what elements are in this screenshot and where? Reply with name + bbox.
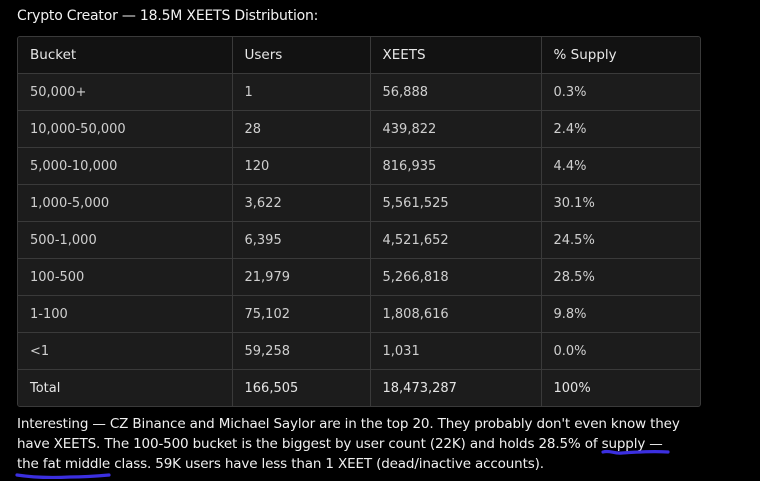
xeets-cell: 5,561,525 bbox=[370, 184, 542, 222]
xeets-cell: 1,031 bbox=[370, 332, 542, 370]
users-cell: 28 bbox=[232, 110, 371, 148]
users-cell: 1 bbox=[232, 73, 371, 111]
commentary-text-end: . 59K users have less than 1 XEET (dead/… bbox=[146, 456, 544, 472]
total-xeets-cell: 18,473,287 bbox=[370, 369, 542, 406]
table-header-row: Bucket Users XEETS % Supply bbox=[18, 37, 700, 74]
supply-cell: 4.4% bbox=[541, 147, 700, 185]
column-header-users: Users bbox=[232, 37, 371, 74]
highlighted-phrase-part1: the fat bbox=[17, 456, 61, 472]
total-supply-cell: 100% bbox=[541, 369, 700, 406]
table-row: 1,000-5,000 3,622 5,561,525 30.1% bbox=[18, 184, 700, 222]
xeets-cell: 5,266,818 bbox=[370, 258, 542, 296]
supply-cell: 28.5% bbox=[541, 258, 700, 296]
underline-stroke bbox=[15, 473, 111, 479]
distribution-table: Bucket Users XEETS % Supply 50,000+ 1 56… bbox=[17, 36, 701, 407]
xeets-cell: 439,822 bbox=[370, 110, 542, 148]
commentary-paragraph: Interesting — CZ Binance and Michael Say… bbox=[17, 414, 707, 474]
table-row: 5,000-10,000 120 816,935 4.4% bbox=[18, 147, 700, 185]
users-cell: 21,979 bbox=[232, 258, 371, 296]
total-label-cell: Total bbox=[18, 369, 233, 406]
bucket-cell: 50,000+ bbox=[18, 73, 233, 111]
bucket-cell: 5,000-10,000 bbox=[18, 147, 233, 185]
xeets-cell: 56,888 bbox=[370, 73, 542, 111]
bucket-cell: 100-500 bbox=[18, 258, 233, 296]
column-header-xeets: XEETS bbox=[370, 37, 542, 74]
commentary-text: Interesting — CZ Binance and Michael Say… bbox=[17, 416, 680, 452]
table-row: 1-100 75,102 1,808,616 9.8% bbox=[18, 295, 700, 333]
distribution-heading: Crypto Creator — 18.5M XEETS Distributio… bbox=[17, 8, 319, 24]
xeets-cell: 1,808,616 bbox=[370, 295, 542, 333]
xeets-cell: 4,521,652 bbox=[370, 221, 542, 259]
table-row: 10,000-50,000 28 439,822 2.4% bbox=[18, 110, 700, 148]
column-header-supply: % Supply bbox=[541, 37, 700, 74]
supply-cell: 9.8% bbox=[541, 295, 700, 333]
users-cell: 75,102 bbox=[232, 295, 371, 333]
table-row: 500-1,000 6,395 4,521,652 24.5% bbox=[18, 221, 700, 259]
users-cell: 3,622 bbox=[232, 184, 371, 222]
users-cell: 59,258 bbox=[232, 332, 371, 370]
bucket-cell: 1-100 bbox=[18, 295, 233, 333]
table-total-row: Total 166,505 18,473,287 100% bbox=[18, 369, 700, 406]
supply-cell: 24.5% bbox=[541, 221, 700, 259]
supply-cell: 30.1% bbox=[541, 184, 700, 222]
bucket-cell: 500-1,000 bbox=[18, 221, 233, 259]
xeets-cell: 816,935 bbox=[370, 147, 542, 185]
supply-cell: 0.0% bbox=[541, 332, 700, 370]
table-row: 100-500 21,979 5,266,818 28.5% bbox=[18, 258, 700, 296]
total-users-cell: 166,505 bbox=[232, 369, 371, 406]
users-cell: 6,395 bbox=[232, 221, 371, 259]
supply-cell: 0.3% bbox=[541, 73, 700, 111]
bucket-cell: 1,000-5,000 bbox=[18, 184, 233, 222]
bucket-cell: 10,000-50,000 bbox=[18, 110, 233, 148]
table-row: 50,000+ 1 56,888 0.3% bbox=[18, 73, 700, 111]
bucket-cell: <1 bbox=[18, 332, 233, 370]
supply-cell: 2.4% bbox=[541, 110, 700, 148]
column-header-bucket: Bucket bbox=[18, 37, 233, 74]
users-cell: 120 bbox=[232, 147, 371, 185]
highlighted-phrase-part2: middle class bbox=[64, 456, 147, 472]
table-row: <1 59,258 1,031 0.0% bbox=[18, 332, 700, 370]
